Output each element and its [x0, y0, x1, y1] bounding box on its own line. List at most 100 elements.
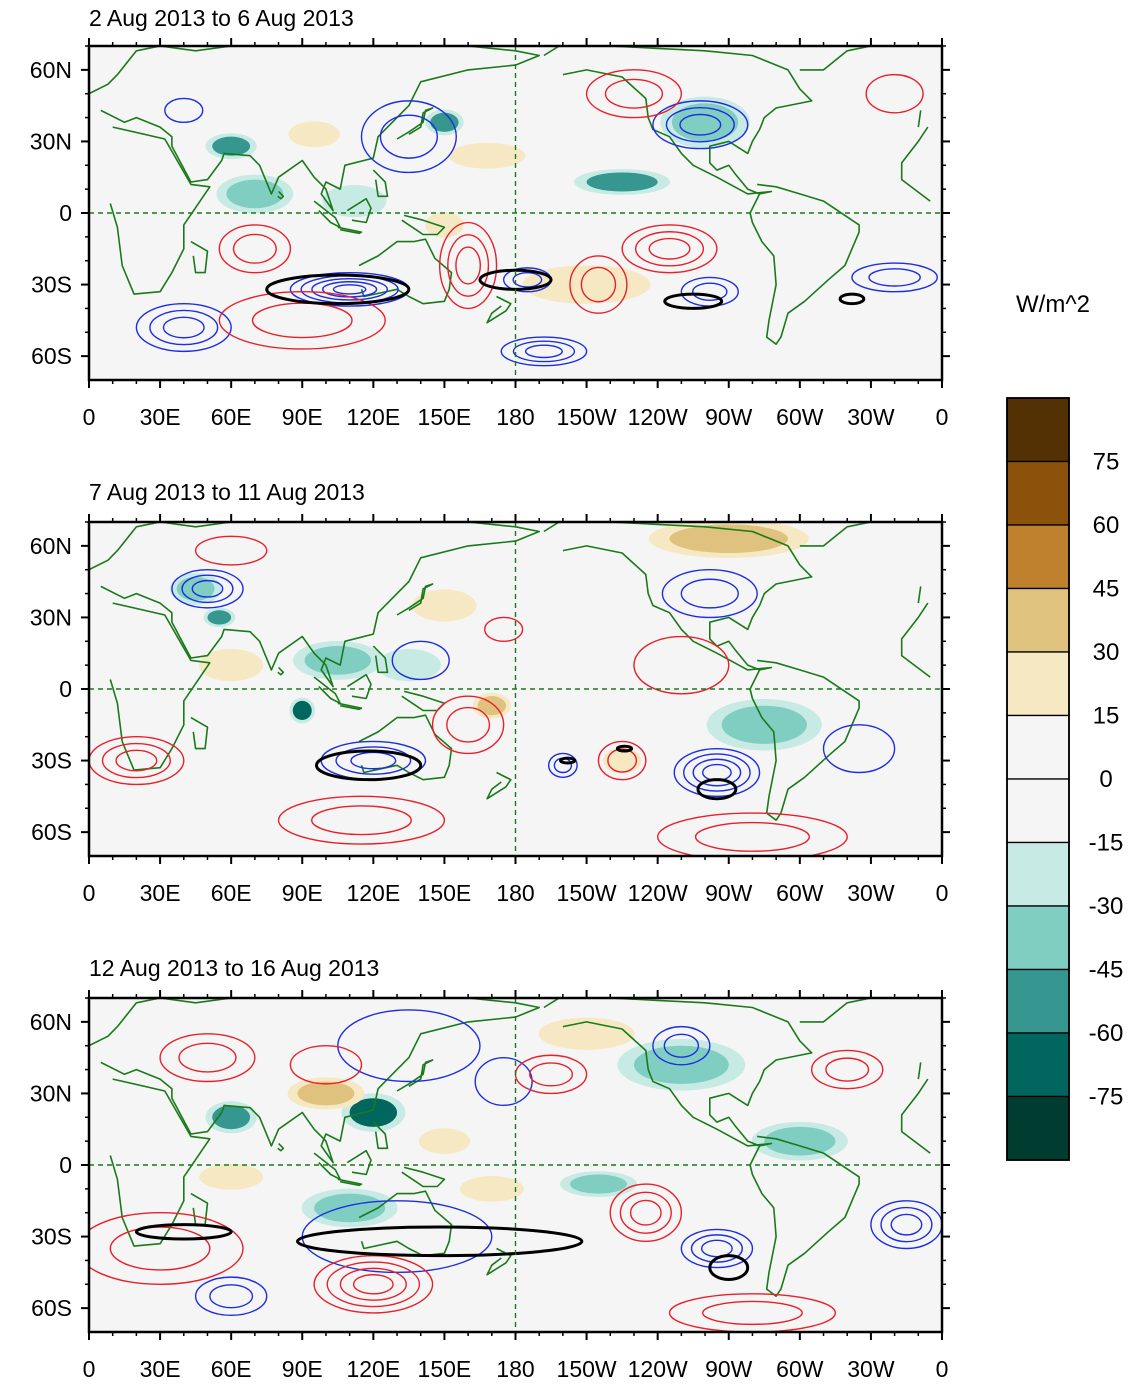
panel-1-contour-3-ring-1	[512, 271, 543, 288]
panel-2-land-9	[396, 583, 434, 616]
panel-2-ytick-label-3: 30S	[31, 748, 72, 774]
panel-1-contour-2-ring-1	[512, 340, 576, 363]
panel-3-contour-4-ring-1	[880, 1206, 933, 1243]
panel-1-title: 2 Aug 2013 to 6 Aug 2013	[89, 5, 354, 31]
colorbar-box-5	[1006, 714, 1070, 780]
panel-2-xtick-label-1: 30E	[140, 880, 181, 906]
panel-1-ytick-label-4: 60S	[31, 343, 72, 369]
panel-2-contour-1-ring-2	[692, 758, 742, 787]
colorbar-box-7	[1006, 841, 1070, 907]
panel-1-xtick-label-12: 0	[936, 404, 949, 430]
panel-3-contours	[89, 1009, 942, 1332]
panel-1-contour-15-ring-0	[865, 73, 924, 114]
panel-1-contour-5-ring-2	[679, 113, 722, 136]
panel-1-land-7	[346, 197, 372, 224]
panel-3-contour-6-ring-0	[474, 1056, 533, 1107]
panel-3-contour-0-ring-0	[680, 1228, 754, 1269]
panel-2-contour-7-ring-1	[101, 742, 171, 779]
panel-1-shade-blob-5	[330, 189, 379, 213]
panel-2-ytick-label-4: 60S	[31, 819, 72, 845]
panel-1-xtick-label-5: 150E	[418, 404, 472, 430]
panel-2-land-11	[486, 771, 512, 800]
panel-1-xtick-label-11: 30W	[847, 404, 895, 430]
panel-1-ytick-label-3: 30S	[31, 272, 72, 298]
panel-1-shade-blob-3	[671, 103, 739, 142]
panel-2-contour-10-ring-1	[607, 748, 638, 773]
panel-1-contour-12-ring-0	[621, 224, 718, 274]
panel-1-contour-1-ring-1	[149, 309, 219, 346]
panel-3-title: 12 Aug 2013 to 16 Aug 2013	[89, 955, 379, 981]
panel-1-contour-12-ring-1	[634, 231, 705, 267]
colorbar-label-7: -30	[1089, 893, 1124, 920]
panel-1-land-13	[277, 190, 285, 200]
panel-2-title: 7 Aug 2013 to 11 Aug 2013	[89, 479, 365, 505]
panel-2-significance-2	[559, 756, 577, 765]
panel-3-land-9	[396, 1059, 434, 1092]
panel-3-land-0	[109, 1078, 931, 1247]
panel-1-ytick-label-1: 30N	[30, 128, 72, 154]
panel-3-shade-blob-6	[297, 1081, 355, 1106]
panel-2-contour-2-ring-1	[181, 574, 234, 604]
panel-3-contour-7-ring-2	[339, 1267, 407, 1301]
panel-2: 7 Aug 2013 to 11 Aug 2013 0 30E 60E 90E 120E…	[30, 479, 950, 906]
panel-1-contour-9-ring-0	[438, 221, 498, 310]
panel-1-contour-2-ring-2	[524, 344, 563, 359]
panel-2-shade-blob-1	[176, 576, 215, 601]
panel-3-xtick-label-12: 0	[936, 1356, 949, 1382]
panel-2-xtick-label-3: 90E	[282, 880, 323, 906]
panel-3-contour-3-ring-0	[337, 1009, 481, 1083]
panel-2-xtick-label-0: 0	[83, 880, 96, 906]
colorbar-box-1	[1006, 460, 1070, 526]
colorbar-box-9	[1006, 968, 1070, 1034]
panel-1-land-8	[337, 226, 363, 235]
colorbar-label-10: -75	[1089, 1084, 1124, 1111]
panel-2-significance-0	[314, 749, 423, 782]
panel-2-shade-blob-7	[669, 524, 788, 554]
panel-3-xtick-label-7: 150W	[557, 1356, 617, 1382]
panel-2-land	[89, 522, 931, 821]
panel-2-shade-blob-0	[292, 700, 312, 721]
panel-1-contour-0-ring-4	[332, 284, 367, 295]
panel-3-contour-12-ring-0	[810, 1049, 884, 1090]
panel-3-significance	[134, 1223, 750, 1282]
panel-2-xtick-label-10: 60W	[776, 880, 824, 906]
colorbar-label-2: 45	[1093, 576, 1120, 603]
panel-1-significance	[265, 268, 866, 310]
panel-2-land-2	[358, 714, 453, 781]
panel-1-xtick-label-0: 0	[83, 404, 96, 430]
panel-3-ytick-label-0: 60N	[30, 1009, 72, 1035]
panel-1-land-5	[401, 214, 446, 236]
colorbar-label-1: 60	[1093, 512, 1120, 539]
colorbar-box-6	[1006, 778, 1070, 844]
panel-1-shade-blob-0	[212, 136, 251, 156]
panel-3-contour-10-ring-1	[529, 1062, 574, 1087]
panel-1-xtick-label-10: 60W	[776, 404, 824, 430]
panel-2-contour-2-ring-0	[171, 569, 244, 609]
panel-1-land-4	[749, 183, 860, 345]
colorbar-label-9: -60	[1089, 1020, 1124, 1047]
panel-2-xtick-label-8: 120W	[628, 880, 688, 906]
panel-1-xtick-label-6: 180	[496, 404, 534, 430]
panel-2-contour-3-ring-1	[680, 578, 739, 609]
panel-3-contour-4-ring-2	[890, 1213, 923, 1236]
panel-1-ytick-label-0: 60N	[30, 57, 72, 83]
panel-2-significance	[314, 744, 738, 801]
panel-1-land-9	[396, 107, 434, 140]
panel-3-contour-8-ring-0	[609, 1183, 683, 1243]
panel-1-contour-6-ring-0	[360, 100, 457, 174]
panel-3-shade-blob-10	[551, 1021, 623, 1046]
panel-3-ytick-label-4: 60S	[31, 1295, 72, 1321]
panel-2-shade-blob-4	[721, 705, 807, 744]
panel-2-significance-1	[696, 778, 738, 801]
panel-2-contour-1-ring-0	[673, 747, 761, 798]
panel-1-contour-5-ring-0	[652, 100, 749, 150]
panel-1-xtick-label-4: 120E	[346, 404, 400, 430]
panel-2-contour-7-ring-0	[89, 736, 185, 786]
panel-1-contour-10-ring-1	[232, 233, 277, 264]
panel-3-xtick-label-1: 30E	[140, 1356, 181, 1382]
panel-3-xtick-label-4: 120E	[346, 1356, 400, 1382]
panel-3-land	[89, 998, 931, 1297]
colorbar-label-6: -15	[1089, 830, 1124, 857]
panel-3-contour-5-ring-0	[652, 1025, 711, 1066]
panel-2-contour-12-ring-0	[656, 812, 848, 856]
